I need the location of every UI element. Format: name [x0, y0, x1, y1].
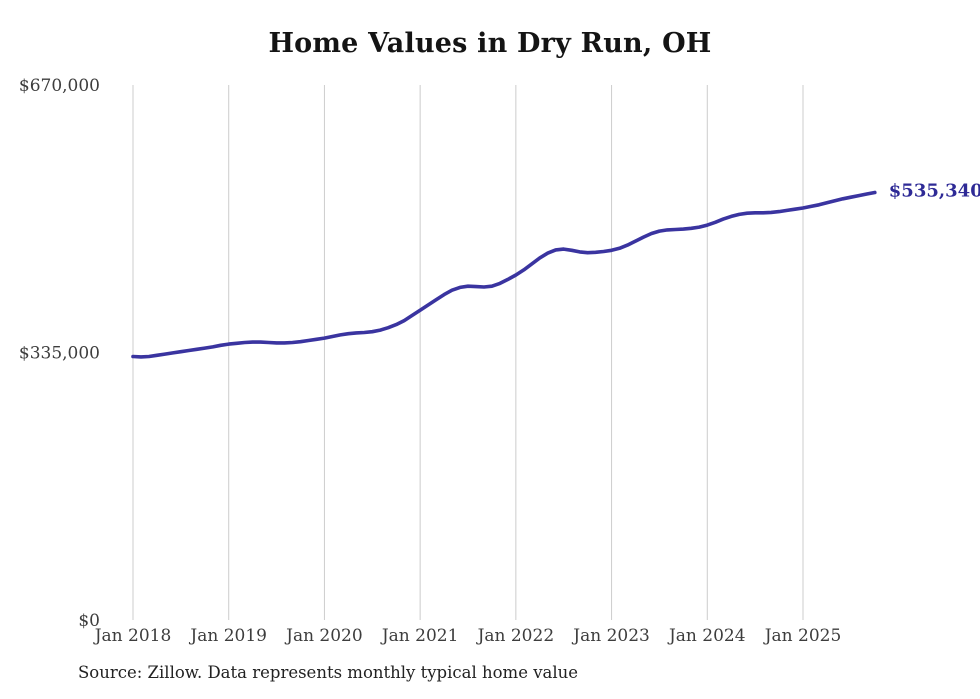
y-tick-label: $670,000 — [19, 76, 100, 96]
chart-title: Home Values in Dry Run, OH — [268, 28, 712, 59]
y-tick-label: $335,000 — [19, 344, 100, 364]
x-tick-label: Jan 2018 — [93, 626, 172, 646]
x-tick-label: Jan 2020 — [284, 626, 363, 646]
x-tick-label: Jan 2025 — [763, 626, 842, 646]
x-tick-label: Jan 2023 — [571, 626, 650, 646]
x-tick-label: Jan 2021 — [380, 626, 459, 646]
x-tick-label: Jan 2024 — [667, 626, 746, 646]
home-value-line-series — [131, 190, 877, 359]
y-tick-label: $0 — [78, 611, 100, 631]
x-tick-label: Jan 2019 — [188, 626, 267, 646]
x-tick-label: Jan 2022 — [476, 626, 555, 646]
source-note: Source: Zillow. Data represents monthly … — [78, 663, 579, 682]
latest-value-label: $535,340 — [889, 181, 980, 202]
